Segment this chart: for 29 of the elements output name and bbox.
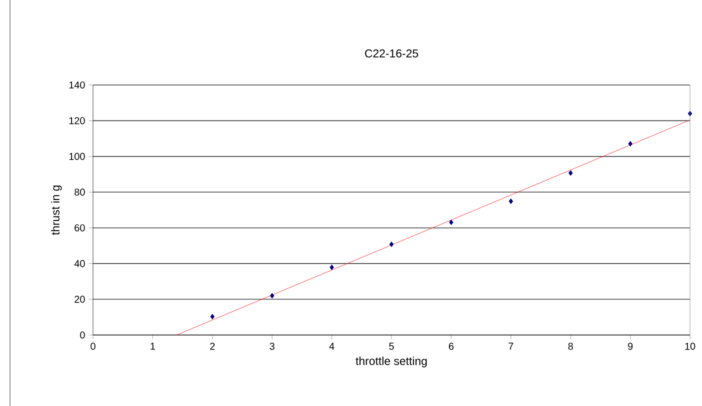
x-tick-label: 7 [508,342,514,350]
x-tick-label: 2 [210,342,215,350]
x-axis-title: throttle setting [356,356,427,368]
y-tick-label: 140 [69,81,85,89]
x-tick-label: 6 [448,342,454,350]
y-axis-title: thrust in g [51,186,62,235]
chart-title: C22-16-25 [365,49,418,58]
y-tick-label: 60 [74,224,85,232]
y-tick-label: 20 [74,296,85,303]
y-tick-label: 0 [80,331,85,339]
y-tick-label: 120 [69,117,85,124]
x-tick-label: 5 [389,342,394,350]
y-tick-label: 80 [74,188,85,196]
point [270,292,274,299]
point [210,314,215,320]
x-tick-label: 10 [685,342,696,350]
y-tick-label: 40 [74,260,85,268]
x-tick-label: 9 [628,342,633,350]
point [568,170,573,176]
point [330,264,334,270]
x-tick-label: 0 [90,342,96,350]
point [389,241,394,248]
point [508,198,514,204]
point [449,220,454,226]
x-tick-label: 4 [329,342,334,350]
x-tick-label: 8 [568,342,573,350]
y-tick-label: 100 [69,152,85,160]
x-tick-label: 3 [270,342,274,350]
x-tick-label: 1 [150,342,155,350]
